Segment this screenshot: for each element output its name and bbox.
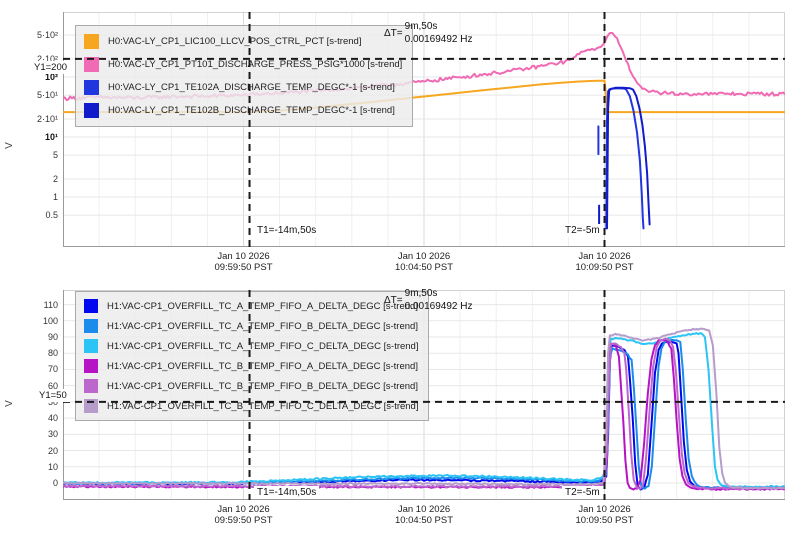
t2-cursor-label-bottom[interactable]: T2=-5m [562, 486, 603, 499]
series-line-2 [605, 87, 645, 230]
delta-t-prefix: ΔT= [384, 294, 403, 306]
legend-label: H0:VAC-LY_CP1_PT101_DISCHARGE_PRESS_PSIG… [108, 59, 403, 70]
legend-item[interactable]: H0:VAC-LY_CP1_TE102A_DISCHARGE_TEMP_DEGC… [84, 76, 402, 99]
legend-item[interactable]: H0:VAC-LY_CP1_TE102B_DISCHARGE_TEMP_DEGC… [84, 99, 402, 122]
delta-t-readout-top: ΔT= 9m,50s 0.00169492 Hz [384, 20, 472, 46]
legend-item[interactable]: H1:VAC-CP1_OVERFILL_TC_A_TEMP_FIFO_C_DEL… [84, 336, 418, 356]
y-tick-label: 10¹ [44, 132, 58, 142]
legend-swatch [84, 34, 99, 49]
y-axis-unit-top: V [3, 142, 15, 149]
y-tick-label: 2 [52, 173, 58, 184]
legend-top: H0:VAC-LY_CP1_LIC100_LLCV_POS_CTRL_PCT [… [75, 25, 414, 127]
legend-swatch [84, 299, 98, 313]
y-tick-label: 100 [42, 315, 58, 326]
x-tick-label: Jan 10 2026 10:04:50 PST [394, 504, 454, 526]
legend-swatch [84, 80, 99, 95]
legend-swatch [84, 379, 98, 393]
legend-swatch [84, 319, 98, 333]
t1-cursor-label-bottom[interactable]: T1=-14m,50s [254, 486, 320, 499]
y-tick-label: 70 [47, 364, 58, 375]
delta-t-time: 9m,50s [404, 288, 438, 299]
y-tick-label: 1 [52, 192, 58, 203]
y-tick-label: 40 [47, 413, 58, 424]
y-tick-label: 90 [47, 332, 58, 343]
x-tick-label: Jan 10 2026 09:59:50 PST [214, 504, 273, 526]
legend-label: H1:VAC-CP1_OVERFILL_TC_B_TEMP_FIFO_C_DEL… [107, 400, 419, 412]
legend-bottom: H1:VAC-CP1_OVERFILL_TC_A_TEMP_FIFO_A_DEL… [75, 291, 430, 421]
x-tick-label: Jan 10 2026 10:09:50 PST [575, 251, 634, 273]
legend-swatch [84, 359, 98, 373]
delta-t-prefix: ΔT= [384, 27, 403, 39]
legend-label: H1:VAC-CP1_OVERFILL_TC_B_TEMP_FIFO_A_DEL… [107, 360, 418, 372]
x-tick-label: Jan 10 2026 09:59:50 PST [214, 251, 273, 273]
legend-label: H0:VAC-LY_CP1_TE102B_DISCHARGE_TEMP_DEGC… [108, 105, 395, 116]
x-tick-label: Jan 10 2026 10:09:50 PST [575, 504, 634, 526]
legend-label: H1:VAC-CP1_OVERFILL_TC_A_TEMP_FIFO_A_DEL… [107, 300, 418, 312]
y1-cursor-label-bottom[interactable]: Y1=50 [36, 389, 70, 402]
y-tick-label: 0 [52, 477, 58, 488]
series-line-3 [606, 86, 651, 230]
legend-item[interactable]: H0:VAC-LY_CP1_PT101_DISCHARGE_PRESS_PSIG… [84, 53, 402, 76]
legend-label: H0:VAC-LY_CP1_TE102A_DISCHARGE_TEMP_DEGC… [108, 82, 395, 93]
t1-cursor-label-top[interactable]: T1=-14m,50s [254, 224, 320, 237]
legend-swatch [84, 57, 99, 72]
x-tick-label: Jan 10 2026 10:04:50 PST [394, 251, 454, 273]
legend-label: H1:VAC-CP1_OVERFILL_TC_A_TEMP_FIFO_C_DEL… [107, 340, 419, 352]
series-line-5 [63, 327, 785, 490]
legend-swatch [84, 339, 98, 353]
y-tick-label: 5·10² [36, 30, 58, 41]
legend-label: H1:VAC-CP1_OVERFILL_TC_B_TEMP_FIFO_B_DEL… [107, 380, 418, 392]
y-tick-label: 0.5 [45, 210, 58, 221]
y-tick-label: 10 [47, 461, 58, 472]
delta-t-frequency: 0.00169492 Hz [404, 34, 473, 45]
legend-item[interactable]: H1:VAC-CP1_OVERFILL_TC_A_TEMP_FIFO_A_DEL… [84, 296, 418, 316]
y-tick-label: 2·10¹ [36, 113, 58, 124]
legend-item[interactable]: H1:VAC-CP1_OVERFILL_TC_B_TEMP_FIFO_B_DEL… [84, 376, 418, 396]
y-tick-label: 80 [47, 348, 58, 359]
delta-t-time: 9m,50s [404, 21, 438, 32]
delta-t-readout-bottom: ΔT= 9m,50s 0.00169492 Hz [384, 287, 472, 313]
legend-swatch [84, 103, 99, 118]
y-tick-label: 110 [43, 299, 58, 310]
legend-label: H1:VAC-CP1_OVERFILL_TC_A_TEMP_FIFO_B_DEL… [107, 320, 418, 332]
y-tick-label: 5·10¹ [36, 90, 58, 101]
y1-cursor-label-top[interactable]: Y1=200 [31, 61, 71, 74]
legend-item[interactable]: H1:VAC-CP1_OVERFILL_TC_B_TEMP_FIFO_A_DEL… [84, 356, 418, 376]
legend-label: H0:VAC-LY_CP1_LIC100_LLCV_POS_CTRL_PCT [… [108, 36, 362, 47]
legend-item[interactable]: H1:VAC-CP1_OVERFILL_TC_B_TEMP_FIFO_C_DEL… [84, 396, 418, 416]
delta-t-frequency: 0.00169492 Hz [404, 301, 473, 312]
legend-item[interactable]: H1:VAC-CP1_OVERFILL_TC_A_TEMP_FIFO_B_DEL… [84, 316, 418, 336]
series-line-4 [63, 337, 785, 491]
t2-cursor-label-top[interactable]: T2=-5m [562, 224, 603, 237]
y-tick-label: 30 [47, 429, 58, 440]
y-tick-label: 5 [52, 150, 58, 161]
y-axis-unit-bottom: V [3, 400, 15, 407]
legend-item[interactable]: H0:VAC-LY_CP1_LIC100_LLCV_POS_CTRL_PCT [… [84, 30, 402, 53]
y-tick-label: 20 [47, 445, 58, 456]
